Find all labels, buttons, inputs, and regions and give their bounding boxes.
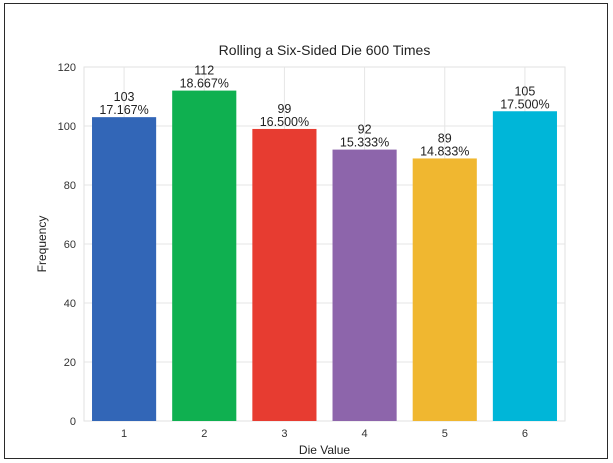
x-tick-label: 1 xyxy=(121,428,127,440)
y-tick-label: 120 xyxy=(58,62,76,74)
y-ticks: 0 20 40 60 80 100 120 xyxy=(58,62,76,428)
x-tick-label: 2 xyxy=(201,428,207,440)
bar-percent-label: 15.333% xyxy=(340,136,389,150)
x-tick-label: 4 xyxy=(362,428,368,440)
bar-percent-label: 17.500% xyxy=(500,97,549,111)
x-ticks: 1 2 3 4 5 6 xyxy=(121,428,528,440)
y-tick-label: 80 xyxy=(64,180,76,192)
bar-value-label: 112 xyxy=(194,64,214,78)
bar-1 xyxy=(92,117,157,422)
bar-labels: 17.167%103 18.667%112 16.500%99 15.333%92 14… xyxy=(99,64,549,159)
bar-4 xyxy=(332,149,397,421)
bar-percent-label: 18.667% xyxy=(180,77,229,91)
bar-3 xyxy=(252,128,317,421)
bar-6 xyxy=(492,111,557,421)
bar-percent-label: 16.500% xyxy=(260,115,309,129)
bars xyxy=(92,90,557,422)
plot-area xyxy=(83,66,566,422)
bar-value-label: 99 xyxy=(277,102,291,116)
bar-value-label: 103 xyxy=(114,90,135,104)
bar-5 xyxy=(412,158,477,421)
x-tick-label: 5 xyxy=(442,428,448,440)
y-tick-label: 0 xyxy=(70,416,76,428)
bar-percent-label: 14.833% xyxy=(420,144,469,158)
bar-value-label: 105 xyxy=(514,84,535,98)
y-tick-label: 60 xyxy=(64,239,76,251)
y-axis-label: Frequency xyxy=(35,216,49,273)
x-axis-label: Die Value xyxy=(299,443,350,457)
y-tick-label: 20 xyxy=(64,357,76,369)
bar-value-label: 89 xyxy=(438,131,452,145)
y-tick-label: 40 xyxy=(64,298,76,310)
x-tick-label: 3 xyxy=(281,428,287,440)
bar-2 xyxy=(172,90,237,421)
bar-percent-label: 17.167% xyxy=(99,103,148,117)
bar-value-label: 92 xyxy=(358,123,372,137)
y-tick-label: 100 xyxy=(58,121,76,133)
chart-title: Rolling a Six-Sided Die 600 Times xyxy=(219,42,431,58)
x-tick-label: 6 xyxy=(522,428,528,440)
